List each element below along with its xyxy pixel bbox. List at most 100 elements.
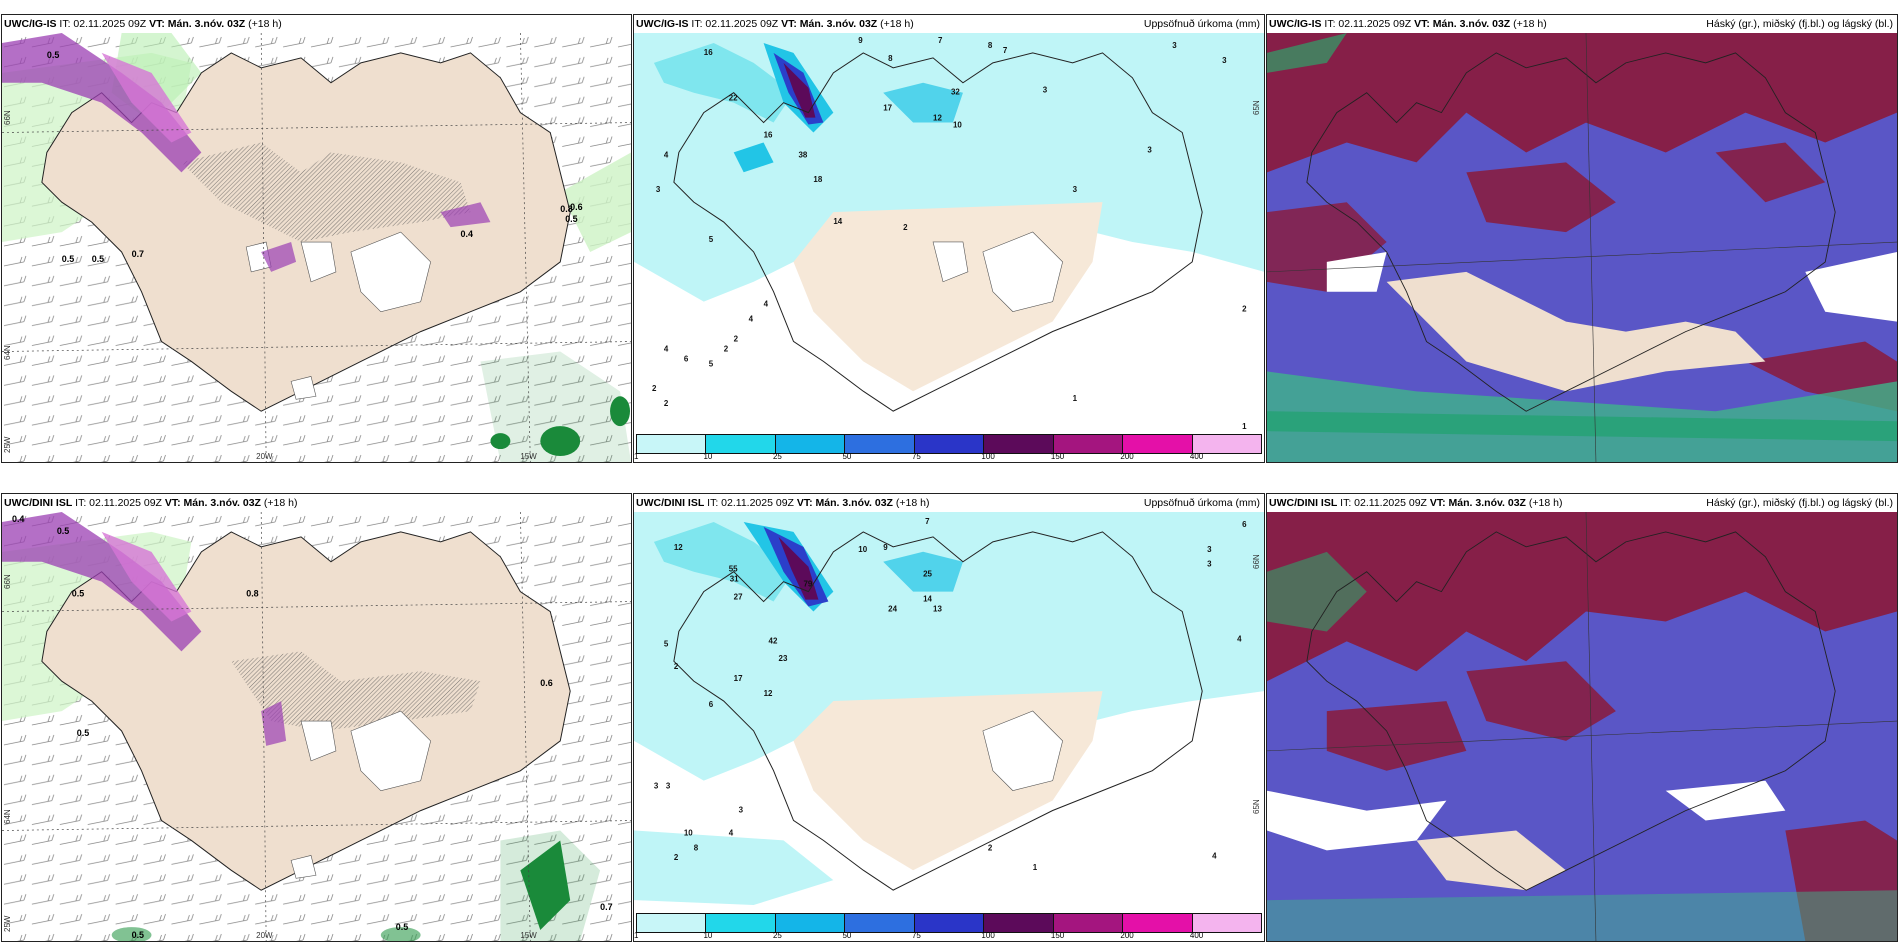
lead-time: (+18 h) xyxy=(1528,497,1563,509)
precip-label: 3 xyxy=(654,782,659,791)
colorbar-tick: 25 xyxy=(772,931,782,940)
precip-label: 22 xyxy=(729,94,738,103)
precip-label: 3 xyxy=(1147,145,1152,154)
precip-label: 7 xyxy=(925,517,930,526)
map-area[interactable]: 0.4 0.5 0.5 0.6 0.8 0.5 0.5 0.7 0.5 20W … xyxy=(2,512,631,941)
colorbar-bin xyxy=(1123,435,1193,453)
init-time: IT: 02.11.2025 09Z xyxy=(707,497,794,509)
precip-value-label: 0.8 xyxy=(560,204,572,214)
precip-label: 14 xyxy=(923,595,932,604)
precip-label: 27 xyxy=(734,593,743,602)
map-panel-wind-top: UWC/IG-IS IT: 02.11.2025 09Z VT: Mán. 3.… xyxy=(1,14,632,463)
precip-colorbar: 1 10 25 50 75 100 150 200 400 xyxy=(634,434,1264,462)
precip-label: 2 xyxy=(734,334,739,343)
precip-colorbar: 1 10 25 50 75 100 150 200 400 xyxy=(634,913,1264,941)
colorbar-bin xyxy=(706,435,776,453)
valid-time: VT: Mán. 3.nóv. 03Z xyxy=(164,497,261,509)
precip-label: 6 xyxy=(1242,520,1247,529)
precip-label: 3 xyxy=(1207,545,1212,554)
precip-label: 4 xyxy=(729,828,734,837)
colorbar-bin xyxy=(1053,914,1124,932)
model-name: UWC/IG-IS xyxy=(636,18,689,30)
map-panel-clouds-top: UWC/IG-IS IT: 02.11.2025 09Z VT: Mán. 3.… xyxy=(1266,14,1898,463)
lead-time: (+18 h) xyxy=(263,497,298,509)
precip-label: 1 xyxy=(1033,863,1038,872)
precip-value-label: 0.5 xyxy=(92,254,104,264)
map-panel-precip-bottom: UWC/DINI ISL IT: 02.11.2025 09Z VT: Mán.… xyxy=(633,493,1265,942)
precip-label: 2 xyxy=(988,843,993,852)
precip-value-label: 0.5 xyxy=(62,254,74,264)
init-time: IT: 02.11.2025 09Z xyxy=(691,18,779,30)
lead-time: (+18 h) xyxy=(895,497,930,509)
precip-label: 7 xyxy=(1003,46,1008,55)
precip-value-label: 0.5 xyxy=(396,922,408,932)
colorbar-bin xyxy=(984,914,1054,932)
precip-label: 6 xyxy=(709,700,714,709)
precip-label: 24 xyxy=(888,605,897,614)
colorbar-bin xyxy=(637,914,707,932)
lead-time: (+18 h) xyxy=(248,18,282,30)
precip-label: 10 xyxy=(858,545,867,554)
precip-value-label: 0.7 xyxy=(132,249,144,259)
longitude-label: 15W xyxy=(520,931,537,940)
precip-value-label: 0.8 xyxy=(246,589,258,599)
colorbar-tick: 100 xyxy=(981,931,995,940)
colorbar-tick: 75 xyxy=(911,931,921,940)
precip-label: 5 xyxy=(664,639,669,648)
latitude-label: 65N xyxy=(1252,799,1261,814)
map-area[interactable] xyxy=(1267,512,1897,941)
precip-label: 4 xyxy=(664,344,669,353)
precip-label: 12 xyxy=(674,543,683,552)
map-area[interactable]: 12 7 10 9 6 3 55 31 79 25 27 24 14 13 42… xyxy=(634,512,1264,913)
map-area[interactable] xyxy=(1267,33,1897,462)
precip-value-label: 0.7 xyxy=(600,902,612,912)
precip-label: 9 xyxy=(858,36,863,45)
precip-label: 55 xyxy=(729,565,738,574)
init-time: IT: 02.11.2025 09Z xyxy=(1340,497,1427,509)
precip-label: 2 xyxy=(664,399,669,408)
precip-label: 5 xyxy=(709,359,714,368)
precip-label: 13 xyxy=(933,605,942,614)
latitude-label: 66N xyxy=(1252,554,1261,569)
precip-label: 3 xyxy=(1043,86,1048,95)
colorbar-tick: 75 xyxy=(911,452,921,461)
init-time: IT: 02.11.2025 09Z xyxy=(59,18,147,30)
colorbar-tick: 150 xyxy=(1050,452,1065,461)
precip-value-label: 0.5 xyxy=(57,526,69,536)
panel-title: Uppsöfnuð úrkoma (mm) xyxy=(1143,497,1260,509)
latitude-label: 64N xyxy=(3,345,12,360)
precip-label: 3 xyxy=(1172,41,1177,50)
precip-label: 6 xyxy=(684,354,689,363)
precip-label: 3 xyxy=(1207,560,1212,569)
map-panel-wind-bottom: UWC/DINI ISL IT: 02.11.2025 09Z VT: Mán.… xyxy=(1,493,632,942)
colorbar-tick: 1 xyxy=(634,452,639,461)
valid-time: VT: Mán. 3.nóv. 03Z xyxy=(781,18,878,30)
precip-label: 17 xyxy=(734,674,743,683)
precip-label: 8 xyxy=(694,843,699,852)
colorbar-bin xyxy=(1192,914,1261,932)
precip-value-label: 0.5 xyxy=(77,728,89,738)
longitude-label: 20W xyxy=(256,931,273,940)
latitude-label: 66N xyxy=(3,574,12,589)
colorbar-tick: 400 xyxy=(1189,452,1204,461)
panel-header: UWC/IG-IS IT: 02.11.2025 09Z VT: Mán. 3.… xyxy=(2,15,631,33)
latitude-label: 65N xyxy=(1252,100,1261,115)
colorbar-tick: 100 xyxy=(981,452,995,461)
precip-label: 4 xyxy=(1237,634,1242,643)
precip-label: 4 xyxy=(764,300,769,309)
precip-label: 23 xyxy=(779,654,788,663)
colorbar-tick: 150 xyxy=(1050,931,1065,940)
precip-label: 7 xyxy=(938,36,943,45)
model-name: UWC/DINI ISL xyxy=(636,497,705,509)
panel-title: Háský (gr.), miðský (fj.bl.) og lágský (… xyxy=(1706,18,1893,30)
longitude-label: 15W xyxy=(520,452,537,461)
map-area[interactable]: 0.5 0.5 0.5 0.7 0.8 0.5 0.6 0.4 20W 15W xyxy=(2,33,631,462)
precip-label: 4 xyxy=(749,315,754,324)
precip-label: 1 xyxy=(1242,422,1247,431)
precip-label: 16 xyxy=(764,130,773,139)
colorbar-bin xyxy=(775,435,846,453)
colorbar-tick: 200 xyxy=(1120,931,1134,940)
precip-label: 10 xyxy=(953,121,962,130)
colorbar-bin xyxy=(845,435,915,453)
map-area[interactable]: 16 9 8 7 8 7 3 3 22 17 12 10 32 38 16 18… xyxy=(634,33,1264,434)
